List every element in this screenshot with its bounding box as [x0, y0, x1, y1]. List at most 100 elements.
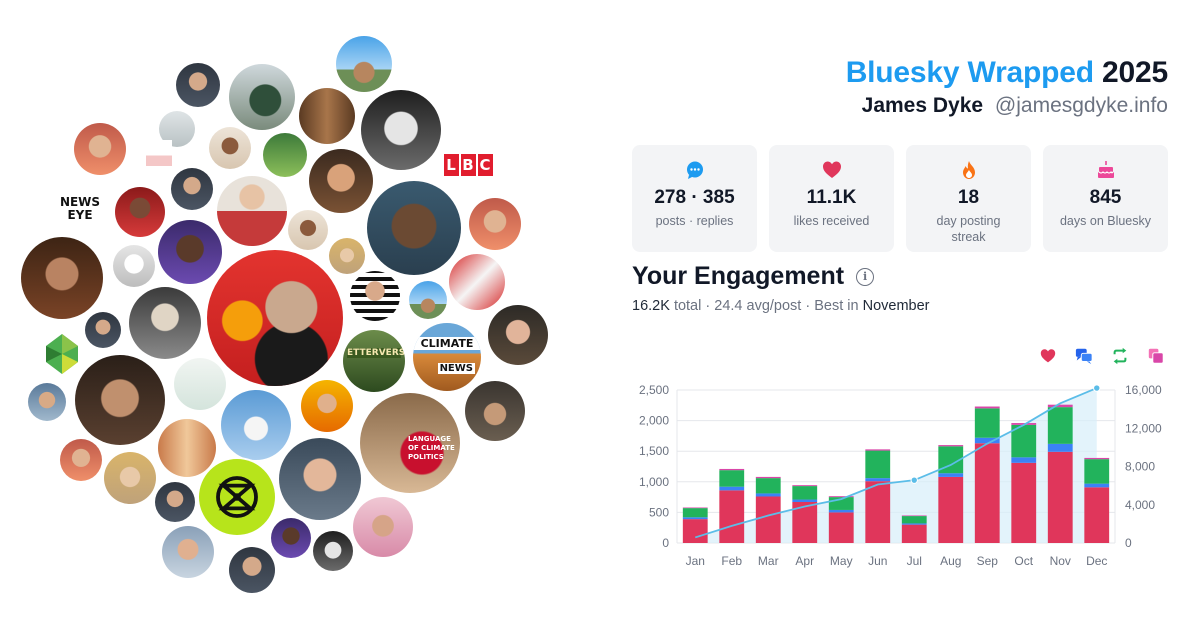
avatar[interactable]: [269, 516, 313, 560]
avatar[interactable]: [299, 378, 355, 434]
avatar[interactable]: [486, 303, 550, 367]
climate-news-label-top: CLIMATE: [413, 337, 481, 350]
avatar[interactable]: [307, 147, 375, 215]
etterverst-label: ETTERVERST: [347, 348, 407, 358]
avatar[interactable]: [172, 356, 228, 412]
avatar[interactable]: [351, 495, 415, 559]
bar-reposts: [1047, 407, 1073, 444]
user-line: James Dyke @jamesgdyke.info: [846, 94, 1168, 118]
avatar[interactable]: [113, 185, 167, 239]
bar-replies: [755, 493, 781, 497]
avatar[interactable]: [207, 125, 253, 171]
avatar[interactable]: [169, 166, 215, 212]
avatar[interactable]: [227, 545, 277, 595]
bar-replies: [719, 486, 745, 491]
engagement-summary: 16.2K total · 24.4 avg/post · Best in No…: [632, 298, 930, 314]
small-chart-thumbnail[interactable]: [146, 140, 172, 166]
stats-row: 278 · 385 posts · replies 11.1K likes re…: [632, 145, 1168, 252]
right-tick-label: 16,000: [1125, 383, 1162, 397]
bar-replies: [901, 523, 927, 525]
avatar[interactable]: [72, 121, 128, 177]
bar-quotes: [974, 406, 1000, 409]
avatar[interactable]: [160, 524, 216, 580]
lbc-letter: B: [460, 154, 476, 176]
avatar[interactable]: [215, 174, 289, 248]
bar-reposts: [792, 486, 818, 500]
bar-reposts: [865, 450, 891, 479]
avatar[interactable]: [348, 269, 402, 323]
avatar[interactable]: [447, 252, 507, 312]
repost-icon[interactable]: [1110, 346, 1130, 366]
engagement-total-word: total: [673, 298, 702, 314]
bar-quotes: [1084, 457, 1110, 460]
avatar[interactable]: ETTERVERST: [341, 328, 407, 394]
avatar[interactable]: [19, 235, 105, 321]
avatar[interactable]: [463, 379, 527, 443]
x-tick-label: Jan: [686, 554, 705, 568]
avatar[interactable]: [157, 109, 197, 149]
avatar[interactable]: [334, 34, 394, 94]
avatar[interactable]: [365, 179, 463, 277]
avatar[interactable]: [467, 196, 523, 252]
x-tick-label: Dec: [1086, 554, 1107, 568]
avatar[interactable]: [407, 279, 449, 321]
green-gem-logo[interactable]: [44, 332, 80, 376]
reply-icon[interactable]: [1074, 346, 1094, 366]
lbc-letter: L: [443, 154, 459, 176]
heart-icon: [821, 159, 843, 181]
x-tick-label: Mar: [758, 554, 779, 568]
bar-reposts: [682, 508, 708, 518]
info-icon[interactable]: i: [856, 267, 875, 286]
avatar[interactable]: LANGUAGE OF CLIMATE POLITICS: [358, 391, 462, 495]
bar-replies: [1011, 457, 1037, 463]
stat-value: 11.1K: [806, 187, 857, 208]
bar-quotes: [719, 468, 745, 471]
stat-label: likes received: [793, 214, 870, 228]
stat-value: 845: [1089, 187, 1122, 208]
avatar[interactable]: [111, 243, 157, 289]
avatar[interactable]: CLIMATE NEWS: [411, 321, 483, 393]
bar-likes: [974, 443, 1000, 543]
bar-likes: [1011, 462, 1037, 543]
avatar[interactable]: [205, 248, 345, 388]
chart-bars: [682, 404, 1110, 543]
right-tick-label: 12,000: [1125, 421, 1162, 435]
x-tick-label: Jun: [868, 554, 887, 568]
avatar[interactable]: [58, 437, 104, 483]
avatar[interactable]: [227, 62, 297, 132]
avatar[interactable]: [127, 285, 203, 361]
bar-likes: [755, 496, 781, 543]
avatar[interactable]: [277, 436, 363, 522]
bar-reposts: [755, 478, 781, 494]
chart-legend: [1038, 346, 1166, 366]
stat-value: 18: [957, 187, 980, 208]
avatar[interactable]: [26, 381, 68, 423]
bar-reposts: [1011, 424, 1037, 458]
avatar[interactable]: [197, 457, 277, 537]
avatar[interactable]: [73, 353, 167, 447]
heart-icon[interactable]: [1038, 346, 1058, 366]
avatar[interactable]: [83, 310, 123, 350]
avatar[interactable]: [174, 61, 222, 109]
x-axis-labels: Jan Feb Mar Apr May Jun Jul Aug Sep Oct Nov Dec: [686, 554, 1108, 568]
engagement-title-text: Your Engagement: [632, 262, 845, 290]
avatar[interactable]: [102, 450, 158, 506]
cumulative-point: [1093, 384, 1101, 392]
right-tick-label: 0: [1125, 536, 1132, 550]
avatar[interactable]: [286, 208, 330, 252]
quote-icon[interactable]: [1146, 346, 1166, 366]
bar-replies: [682, 517, 708, 520]
header: Bluesky Wrapped 2025 James Dyke @jamesgd…: [846, 56, 1168, 118]
engagement-title: Your Engagement i: [632, 262, 875, 291]
x-tick-label: Oct: [1014, 554, 1033, 568]
avatar[interactable]: [311, 529, 355, 573]
avatar[interactable]: [359, 88, 443, 172]
bar-likes: [865, 481, 891, 543]
news-eye-logo[interactable]: NEWS EYE: [56, 194, 104, 224]
avatar[interactable]: [261, 131, 309, 179]
bar-replies: [938, 473, 964, 477]
brand-title: Bluesky Wrapped: [845, 56, 1094, 89]
avatar[interactable]: [297, 86, 357, 146]
avatar[interactable]: [153, 480, 197, 524]
